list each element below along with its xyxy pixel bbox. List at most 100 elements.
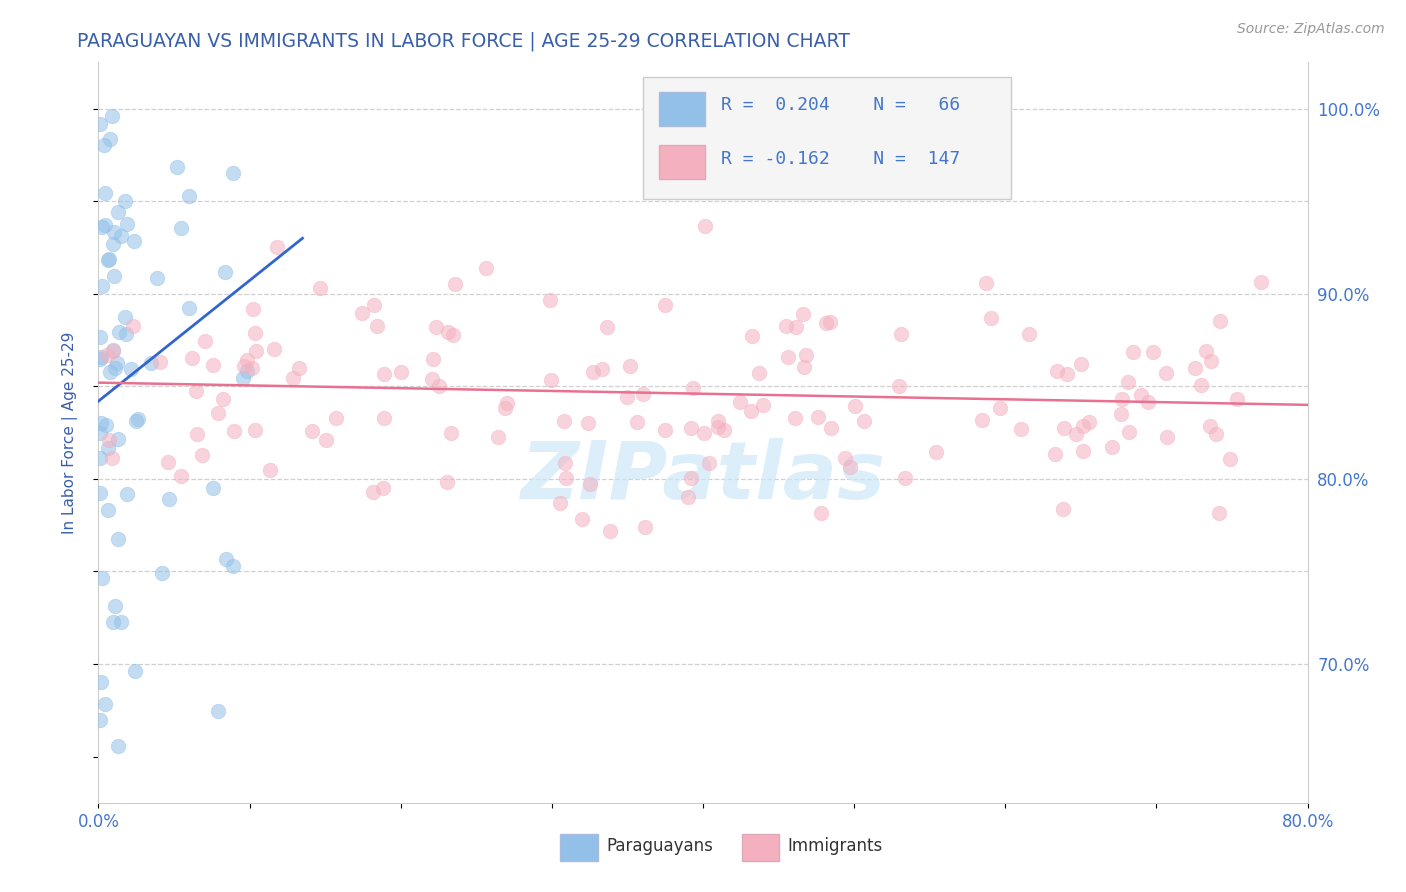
Point: [222, 424, 245, 438]
Point: [681, 470, 703, 484]
Point: [1250, 275, 1272, 289]
Point: [571, 512, 593, 526]
Point: [90, 416, 112, 430]
Point: [420, 372, 443, 386]
Point: [679, 421, 702, 435]
Point: [422, 351, 444, 366]
Point: [93, 137, 115, 152]
Point: [591, 361, 613, 376]
Point: [93, 697, 115, 711]
Point: [1226, 392, 1249, 406]
Point: [1184, 360, 1206, 375]
Point: [98, 132, 121, 146]
Point: [115, 487, 138, 501]
Point: [785, 320, 807, 334]
Point: [236, 364, 259, 378]
Point: [97, 442, 120, 456]
Point: [89, 330, 111, 344]
Point: [96, 349, 118, 363]
Point: [245, 326, 267, 340]
Point: [925, 444, 948, 458]
Point: [103, 344, 125, 359]
Point: [124, 234, 146, 248]
Point: [96, 417, 118, 432]
Point: [1122, 345, 1144, 359]
Point: [103, 237, 125, 252]
Point: [595, 319, 617, 334]
Point: [97, 252, 120, 267]
Point: [222, 558, 245, 573]
Point: [100, 365, 122, 379]
Point: [170, 468, 193, 483]
Point: [89, 486, 111, 500]
Point: [243, 423, 266, 437]
Point: [212, 392, 235, 406]
Point: [103, 268, 125, 283]
Point: [444, 277, 467, 291]
Point: [288, 361, 311, 376]
Point: [179, 301, 201, 315]
Point: [283, 371, 305, 385]
Point: [654, 423, 676, 437]
Point: [108, 325, 131, 339]
Point: [548, 496, 571, 510]
Point: [682, 381, 704, 395]
Point: [263, 343, 285, 357]
Point: [1219, 452, 1241, 467]
Point: [1052, 502, 1074, 516]
Point: [107, 739, 129, 754]
Point: [127, 412, 149, 426]
Point: [181, 351, 204, 365]
Point: [179, 188, 201, 202]
Point: [695, 219, 717, 234]
Point: [215, 552, 238, 566]
Point: [713, 424, 735, 438]
Point: [990, 401, 1012, 416]
Point: [619, 359, 641, 373]
Point: [120, 361, 142, 376]
Point: [1189, 377, 1212, 392]
Point: [101, 109, 124, 123]
Point: [834, 451, 856, 466]
Point: [207, 406, 229, 420]
Point: [486, 430, 509, 444]
Point: [94, 218, 117, 232]
Point: [810, 506, 832, 520]
Point: [184, 384, 207, 398]
Point: [555, 471, 578, 485]
Point: [974, 277, 997, 291]
FancyBboxPatch shape: [659, 145, 706, 179]
Point: [101, 451, 124, 466]
Point: [1010, 421, 1032, 435]
Point: [1070, 357, 1092, 371]
Point: [425, 320, 447, 334]
Point: [125, 414, 148, 428]
Point: [776, 350, 799, 364]
Point: [315, 434, 337, 448]
Point: [201, 481, 224, 495]
Point: [103, 226, 125, 240]
Text: Paraguayans: Paraguayans: [606, 837, 713, 855]
Point: [820, 421, 842, 435]
Point: [104, 361, 127, 376]
Point: [236, 352, 259, 367]
Point: [89, 451, 111, 466]
Text: PARAGUAYAN VS IMMIGRANTS IN LABOR FORCE | AGE 25-29 CORRELATION CHART: PARAGUAYAN VS IMMIGRANTS IN LABOR FORCE …: [77, 31, 851, 51]
Point: [1208, 506, 1230, 520]
Point: [540, 373, 562, 387]
Point: [104, 599, 127, 614]
FancyBboxPatch shape: [659, 92, 706, 126]
Point: [232, 359, 254, 373]
Point: [1043, 447, 1066, 461]
Point: [1137, 394, 1160, 409]
Point: [1101, 440, 1123, 454]
Point: [232, 371, 254, 385]
Point: [495, 396, 517, 410]
Point: [844, 399, 866, 413]
Point: [576, 416, 599, 430]
FancyBboxPatch shape: [742, 834, 779, 861]
Point: [363, 298, 385, 312]
Text: Source: ZipAtlas.com: Source: ZipAtlas.com: [1237, 22, 1385, 37]
Point: [752, 398, 775, 412]
Point: [676, 490, 699, 504]
